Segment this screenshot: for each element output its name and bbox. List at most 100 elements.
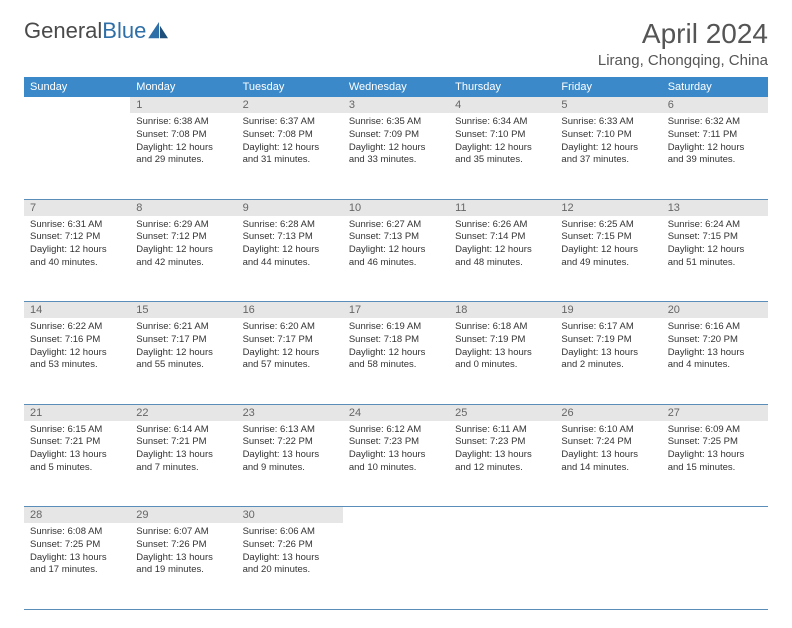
day-cell: Sunrise: 6:07 AMSunset: 7:26 PMDaylight:… <box>130 523 236 609</box>
day-number: 7 <box>24 199 130 216</box>
sunset-line: Sunset: 7:08 PM <box>136 129 230 142</box>
sunset-line: Sunset: 7:21 PM <box>30 436 124 449</box>
sunrise-line: Sunrise: 6:21 AM <box>136 321 230 334</box>
sunrise-line: Sunrise: 6:24 AM <box>668 219 762 232</box>
daylight-line: Daylight: 13 hours and 2 minutes. <box>561 347 655 373</box>
daylight-line: Daylight: 12 hours and 40 minutes. <box>30 244 124 270</box>
daynum-row: 78910111213 <box>24 199 768 216</box>
sunset-line: Sunset: 7:10 PM <box>561 129 655 142</box>
sunset-line: Sunset: 7:26 PM <box>243 539 337 552</box>
sunset-line: Sunset: 7:24 PM <box>561 436 655 449</box>
weekday-header: Tuesday <box>237 77 343 97</box>
day-cell: Sunrise: 6:24 AMSunset: 7:15 PMDaylight:… <box>662 216 768 302</box>
sunset-line: Sunset: 7:15 PM <box>561 231 655 244</box>
sunrise-line: Sunrise: 6:22 AM <box>30 321 124 334</box>
day-cell-body: Sunrise: 6:37 AMSunset: 7:08 PMDaylight:… <box>237 113 343 173</box>
daylight-line: Daylight: 12 hours and 29 minutes. <box>136 142 230 168</box>
sunset-line: Sunset: 7:22 PM <box>243 436 337 449</box>
sunrise-line: Sunrise: 6:29 AM <box>136 219 230 232</box>
sunrise-line: Sunrise: 6:31 AM <box>30 219 124 232</box>
day-cell-body: Sunrise: 6:07 AMSunset: 7:26 PMDaylight:… <box>130 523 236 583</box>
sunrise-line: Sunrise: 6:35 AM <box>349 116 443 129</box>
day-number: 1 <box>130 97 236 113</box>
day-cell-body: Sunrise: 6:22 AMSunset: 7:16 PMDaylight:… <box>24 318 130 378</box>
day-cell: Sunrise: 6:06 AMSunset: 7:26 PMDaylight:… <box>237 523 343 609</box>
sunset-line: Sunset: 7:19 PM <box>561 334 655 347</box>
day-number: 14 <box>24 302 130 319</box>
sunrise-line: Sunrise: 6:37 AM <box>243 116 337 129</box>
sunset-line: Sunset: 7:09 PM <box>349 129 443 142</box>
day-number: 17 <box>343 302 449 319</box>
day-number: 13 <box>662 199 768 216</box>
sunrise-line: Sunrise: 6:10 AM <box>561 424 655 437</box>
daynum-row: 21222324252627 <box>24 404 768 421</box>
day-cell-body: Sunrise: 6:10 AMSunset: 7:24 PMDaylight:… <box>555 421 661 481</box>
sunrise-line: Sunrise: 6:11 AM <box>455 424 549 437</box>
daylight-line: Daylight: 12 hours and 48 minutes. <box>455 244 549 270</box>
day-cell-body: Sunrise: 6:32 AMSunset: 7:11 PMDaylight:… <box>662 113 768 173</box>
weekday-header: Sunday <box>24 77 130 97</box>
logo-text: GeneralBlue <box>24 18 146 44</box>
day-number: 30 <box>237 507 343 524</box>
logo-part1: General <box>24 18 102 43</box>
day-number: 22 <box>130 404 236 421</box>
sunrise-line: Sunrise: 6:19 AM <box>349 321 443 334</box>
logo-sail-icon <box>148 22 170 40</box>
daylight-line: Daylight: 13 hours and 9 minutes. <box>243 449 337 475</box>
sunset-line: Sunset: 7:25 PM <box>30 539 124 552</box>
day-cell: Sunrise: 6:18 AMSunset: 7:19 PMDaylight:… <box>449 318 555 404</box>
day-cell-body: Sunrise: 6:26 AMSunset: 7:14 PMDaylight:… <box>449 216 555 276</box>
day-cell <box>449 523 555 609</box>
sunrise-line: Sunrise: 6:18 AM <box>455 321 549 334</box>
day-number: 21 <box>24 404 130 421</box>
daylight-line: Daylight: 12 hours and 39 minutes. <box>668 142 762 168</box>
day-number <box>555 507 661 524</box>
day-cell <box>24 113 130 199</box>
day-cell-body: Sunrise: 6:15 AMSunset: 7:21 PMDaylight:… <box>24 421 130 481</box>
week-row: Sunrise: 6:38 AMSunset: 7:08 PMDaylight:… <box>24 113 768 199</box>
sunrise-line: Sunrise: 6:06 AM <box>243 526 337 539</box>
day-number: 15 <box>130 302 236 319</box>
sunset-line: Sunset: 7:17 PM <box>243 334 337 347</box>
sunrise-line: Sunrise: 6:20 AM <box>243 321 337 334</box>
day-cell: Sunrise: 6:26 AMSunset: 7:14 PMDaylight:… <box>449 216 555 302</box>
daylight-line: Daylight: 12 hours and 53 minutes. <box>30 347 124 373</box>
day-number: 16 <box>237 302 343 319</box>
sunrise-line: Sunrise: 6:08 AM <box>30 526 124 539</box>
weekday-header-row: SundayMondayTuesdayWednesdayThursdayFrid… <box>24 77 768 97</box>
day-number: 28 <box>24 507 130 524</box>
day-cell: Sunrise: 6:31 AMSunset: 7:12 PMDaylight:… <box>24 216 130 302</box>
day-cell-body: Sunrise: 6:06 AMSunset: 7:26 PMDaylight:… <box>237 523 343 583</box>
logo: GeneralBlue <box>24 18 170 44</box>
day-cell: Sunrise: 6:10 AMSunset: 7:24 PMDaylight:… <box>555 421 661 507</box>
day-number: 19 <box>555 302 661 319</box>
week-row: Sunrise: 6:31 AMSunset: 7:12 PMDaylight:… <box>24 216 768 302</box>
day-number <box>24 97 130 113</box>
sunrise-line: Sunrise: 6:17 AM <box>561 321 655 334</box>
day-number <box>662 507 768 524</box>
sunset-line: Sunset: 7:13 PM <box>243 231 337 244</box>
day-cell-body: Sunrise: 6:27 AMSunset: 7:13 PMDaylight:… <box>343 216 449 276</box>
sunrise-line: Sunrise: 6:15 AM <box>30 424 124 437</box>
daylight-line: Daylight: 12 hours and 46 minutes. <box>349 244 443 270</box>
daylight-line: Daylight: 12 hours and 42 minutes. <box>136 244 230 270</box>
day-cell <box>343 523 449 609</box>
sunset-line: Sunset: 7:12 PM <box>30 231 124 244</box>
day-cell-body: Sunrise: 6:24 AMSunset: 7:15 PMDaylight:… <box>662 216 768 276</box>
sunrise-line: Sunrise: 6:12 AM <box>349 424 443 437</box>
day-cell: Sunrise: 6:15 AMSunset: 7:21 PMDaylight:… <box>24 421 130 507</box>
day-cell: Sunrise: 6:38 AMSunset: 7:08 PMDaylight:… <box>130 113 236 199</box>
day-cell: Sunrise: 6:12 AMSunset: 7:23 PMDaylight:… <box>343 421 449 507</box>
sunrise-line: Sunrise: 6:14 AM <box>136 424 230 437</box>
day-cell <box>662 523 768 609</box>
week-row: Sunrise: 6:08 AMSunset: 7:25 PMDaylight:… <box>24 523 768 609</box>
sunrise-line: Sunrise: 6:38 AM <box>136 116 230 129</box>
day-cell: Sunrise: 6:19 AMSunset: 7:18 PMDaylight:… <box>343 318 449 404</box>
daylight-line: Daylight: 13 hours and 4 minutes. <box>668 347 762 373</box>
sunrise-line: Sunrise: 6:13 AM <box>243 424 337 437</box>
day-cell: Sunrise: 6:34 AMSunset: 7:10 PMDaylight:… <box>449 113 555 199</box>
day-number <box>343 507 449 524</box>
daylight-line: Daylight: 12 hours and 55 minutes. <box>136 347 230 373</box>
sunrise-line: Sunrise: 6:16 AM <box>668 321 762 334</box>
sunrise-line: Sunrise: 6:07 AM <box>136 526 230 539</box>
